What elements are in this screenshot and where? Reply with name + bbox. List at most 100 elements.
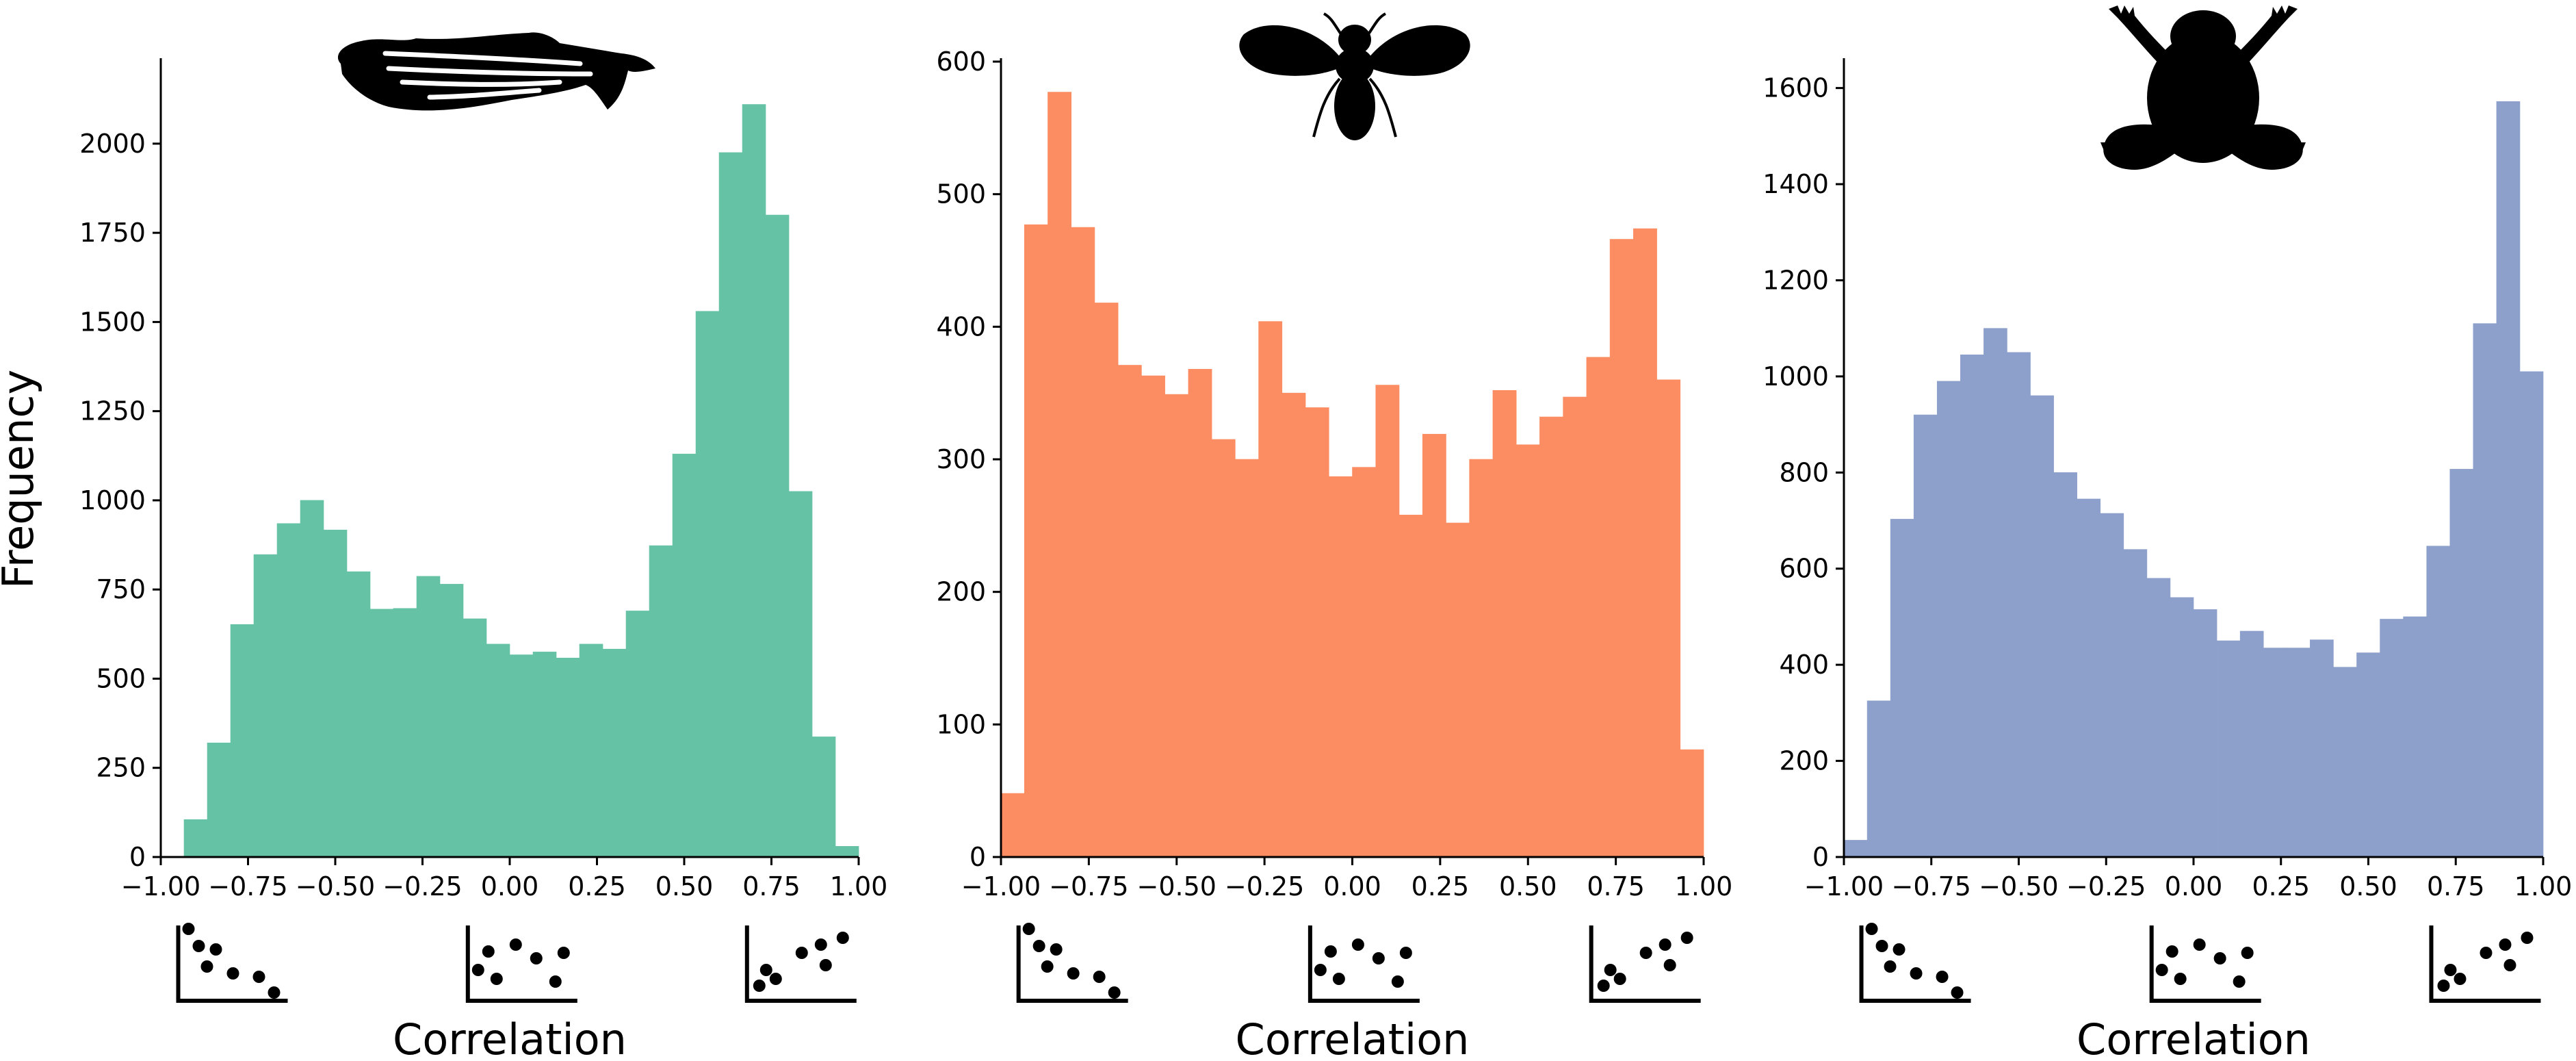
histogram-bar [230,624,255,858]
histogram-bar [1446,522,1470,858]
y-tick-label: 2000 [79,129,146,159]
x-tick-label: 0.00 [481,871,539,902]
histogram-bar [2380,619,2404,858]
histogram-panel-frog: −1.00 −0.75 −0.50 −0.25 0.00 0.25 0.50 0.75 1.00… [1762,5,2572,1061]
histogram-bar [509,654,534,858]
histogram-bar [2077,498,2101,858]
histogram-bar [742,104,766,858]
histogram-bar [276,523,301,858]
histogram-bar [1375,385,1400,858]
y-axis-label: Frequency [0,370,43,589]
x-tick-label: 0.50 [2339,871,2397,902]
y-tick-label: 750 [96,574,146,604]
histogram-bar [2123,549,2148,858]
frog-icon [2100,5,2306,170]
histogram-panel-zebrafish: −1.00 −0.75 −0.50 −0.25 0.00 0.25 0.50 0.75 1.00… [79,32,887,1061]
y-tick-label: 100 [936,709,986,739]
histogram-bar [2473,323,2497,858]
histogram-bar [1563,396,1587,858]
histogram-bar [1352,467,1377,858]
histogram-bar [1609,239,1634,858]
histogram-bar [1094,303,1119,858]
y-tick-label: 250 [96,753,146,783]
y-tick-label: 200 [936,577,986,607]
histogram-bar [625,611,650,858]
histogram-bar [1633,228,1657,858]
histogram-bar [1258,321,1283,858]
histogram-bar [1141,375,1165,858]
histogram-bar [1586,357,1611,858]
y-tick-label: 0 [970,842,986,872]
histogram-bar [1235,459,1259,858]
histogram-bar [1305,407,1329,858]
histogram-bar [416,576,441,858]
axes [993,58,1705,865]
y-tick-label: 600 [936,47,986,77]
y-tick-label: 800 [1779,457,1829,487]
y-tick-label: 1600 [1762,73,1829,103]
histogram-bar [1282,392,1306,858]
y-tick-label: 1000 [79,485,146,515]
histogram-bar [1983,328,2007,858]
y-tick-label: 1250 [79,396,146,426]
histogram-bar [1515,444,1540,858]
histogram-bar [2356,652,2380,858]
histogram-bar [253,554,278,858]
histogram-bar [2449,469,2474,858]
histogram-bar [369,609,394,858]
histogram-bar [2286,648,2311,858]
x-tick-label: −0.25 [1225,871,1304,902]
histogram-bar [2239,630,2264,858]
histogram-bar [2496,101,2521,858]
histogram-bar [2193,609,2217,858]
histogram-bar [788,491,813,858]
fly-icon [1238,12,1472,142]
x-tick-label: −0.25 [2066,871,2146,902]
y-tick-label: 200 [1779,746,1829,776]
x-tick-label: 1.00 [830,871,888,902]
histogram-bar [2519,371,2544,858]
x-axis-label: Correlation [2077,1014,2311,1061]
histogram-bar [300,500,324,858]
negative-correlation-icon [1019,923,1128,1001]
histogram-bar [1000,793,1025,858]
bar-group [1843,101,2544,858]
x-tick-label: −1.00 [121,871,200,902]
positive-correlation-icon [747,925,857,1001]
histogram-bar [1165,394,1189,858]
y-tick-label: 1400 [1762,169,1829,199]
x-tick-label: 0.25 [2252,871,2310,902]
y-tick-label: 1000 [1762,361,1829,392]
y-tick-label: 500 [936,179,986,209]
x-tick-label: 0.75 [2427,871,2485,902]
histogram-bar [2403,616,2428,858]
histogram-bar [532,652,557,858]
x-axis-label: Correlation [393,1014,627,1061]
tick-labels: −1.00 −0.75 −0.50 −0.25 0.00 0.25 0.50 0.75 1.00… [936,47,1732,902]
bar-group [1000,92,1704,858]
x-tick-label: −0.50 [296,871,375,902]
x-axis-label: Correlation [1236,1014,1470,1061]
histogram-bar [346,571,371,858]
histogram-bar [2216,640,2241,858]
x-tick-label: −0.75 [208,871,287,902]
tick-labels: −1.00 −0.75 −0.50 −0.25 0.00 0.25 0.50 0.75 1.00… [79,129,887,902]
histogram-bar [1328,476,1353,858]
histogram-bar [323,529,348,858]
histogram-bar [2310,639,2334,858]
histogram-panel-fly: −1.00 −0.75 −0.50 −0.25 0.00 0.25 0.50 0.75 1.00… [936,12,1732,1061]
histogram-bar [486,643,510,858]
histogram-bar [2426,546,2451,858]
histogram-bar [672,453,697,858]
histogram-bar [1211,439,1236,858]
y-tick-label: 600 [1779,554,1829,584]
histogram-bar [602,648,627,858]
x-tick-label: 0.50 [1499,871,1557,902]
histogram-bar [2146,578,2171,858]
x-tick-label: −0.25 [382,871,462,902]
x-tick-label: −0.75 [1892,871,1971,902]
y-tick-label: 0 [129,842,146,872]
histogram-bar [2263,648,2287,858]
x-tick-label: 1.00 [1675,871,1733,902]
